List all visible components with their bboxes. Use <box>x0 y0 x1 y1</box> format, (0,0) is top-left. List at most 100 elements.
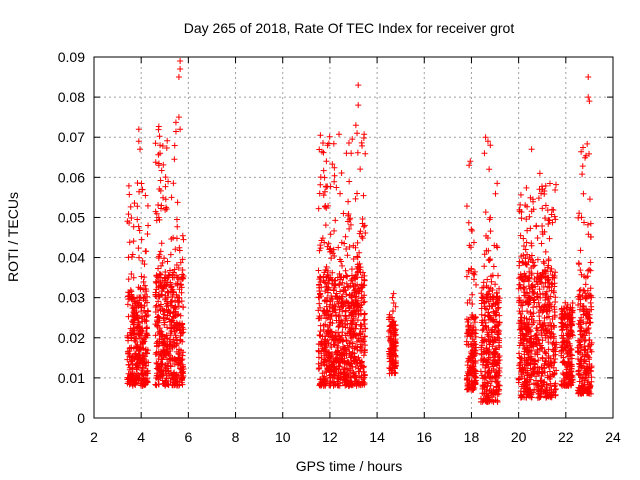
data-point <box>580 190 587 197</box>
data-point <box>485 313 492 320</box>
data-point <box>492 190 499 197</box>
data-point <box>335 339 342 346</box>
data-point <box>552 187 559 194</box>
data-point <box>135 348 142 355</box>
data-point <box>168 318 175 325</box>
data-point <box>177 365 184 372</box>
data-point <box>179 275 186 282</box>
data-point <box>488 367 495 374</box>
data-point <box>496 319 503 326</box>
data-point <box>162 361 169 368</box>
data-point <box>153 280 160 287</box>
y-tick-label: 0.04 <box>58 250 85 266</box>
data-point <box>321 307 328 314</box>
data-point <box>388 370 395 377</box>
data-point <box>580 144 587 151</box>
data-point <box>463 203 470 210</box>
data-point <box>518 367 525 374</box>
data-point <box>139 368 146 375</box>
data-point <box>527 256 534 263</box>
data-point <box>542 270 549 277</box>
data-point <box>137 146 144 153</box>
data-point <box>143 362 150 369</box>
data-point <box>581 377 588 384</box>
data-point <box>331 368 338 375</box>
data-point <box>132 374 139 381</box>
data-point <box>167 310 174 317</box>
data-point <box>320 376 327 383</box>
data-point <box>568 352 575 359</box>
data-point <box>535 380 542 387</box>
data-point <box>465 371 472 378</box>
data-point <box>526 268 533 275</box>
data-point <box>156 216 163 223</box>
data-point <box>336 131 343 138</box>
data-point <box>164 346 171 353</box>
data-point <box>567 345 574 352</box>
data-point <box>467 244 474 251</box>
data-point <box>484 397 491 404</box>
data-point <box>349 310 356 317</box>
data-point <box>164 289 171 296</box>
data-point <box>565 331 572 338</box>
data-point <box>347 362 354 369</box>
data-point <box>335 366 342 373</box>
data-point <box>129 302 136 309</box>
data-point <box>339 262 346 269</box>
data-point <box>162 296 169 303</box>
data-point <box>576 339 583 346</box>
data-point <box>318 350 325 357</box>
data-point <box>361 372 368 379</box>
data-point <box>468 226 475 233</box>
data-point <box>516 350 523 357</box>
data-point <box>145 308 152 315</box>
data-point <box>568 365 575 372</box>
data-point <box>493 383 500 390</box>
data-point <box>172 378 179 385</box>
data-point <box>135 245 142 252</box>
data-point <box>391 338 398 345</box>
data-point <box>579 386 586 393</box>
data-point <box>545 346 552 353</box>
data-point <box>170 289 177 296</box>
data-point <box>141 356 148 363</box>
data-point <box>344 252 351 259</box>
data-point <box>560 371 567 378</box>
data-point <box>522 255 529 262</box>
data-point <box>169 382 176 389</box>
data-point <box>332 381 339 388</box>
data-point <box>350 370 357 377</box>
data-point <box>551 312 558 319</box>
data-point <box>578 271 585 278</box>
data-point <box>586 330 593 337</box>
data-point <box>153 350 160 357</box>
data-point <box>515 285 522 292</box>
data-point <box>518 337 525 344</box>
data-point <box>323 284 330 291</box>
data-point <box>337 288 344 295</box>
data-point <box>489 361 496 368</box>
data-point <box>142 192 149 199</box>
data-point <box>154 307 161 314</box>
data-point <box>496 357 503 364</box>
data-point <box>558 314 565 321</box>
data-point <box>520 259 527 266</box>
data-point <box>516 258 523 265</box>
data-point <box>567 322 574 329</box>
data-point <box>548 211 555 218</box>
data-point <box>174 274 181 281</box>
data-point <box>315 354 322 361</box>
data-point <box>522 361 529 368</box>
data-point <box>346 216 353 223</box>
data-point <box>540 283 547 290</box>
data-point <box>579 292 586 299</box>
data-point <box>331 164 338 171</box>
data-point <box>325 202 332 209</box>
data-point <box>163 145 170 152</box>
data-point <box>529 313 536 320</box>
data-point <box>137 327 144 334</box>
data-point <box>525 283 532 290</box>
data-point <box>356 249 363 256</box>
data-point <box>177 126 184 133</box>
data-point <box>546 235 553 242</box>
